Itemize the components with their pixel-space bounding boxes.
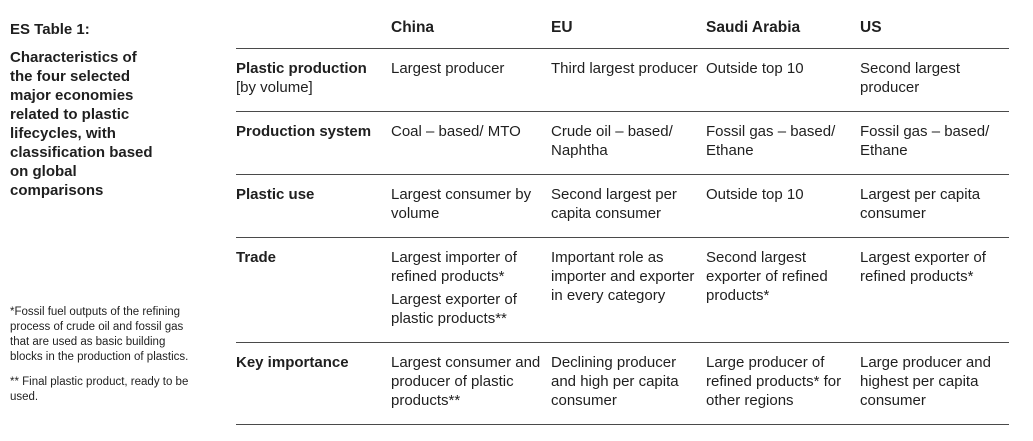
table-row: Trade Largest importer of refined produc… — [236, 237, 1009, 343]
cell-eu: Second largest per capita consumer — [551, 174, 706, 238]
table-row: Production system Coal – based/ MTO Crud… — [236, 111, 1009, 175]
cell-china: Largest consumer by volume — [391, 174, 551, 238]
cell-saudi-arabia: Outside top 10 — [706, 174, 860, 238]
cell-text: Crude oil – based/ Naphtha — [551, 123, 673, 159]
table-row: Plastic production [by volume] Largest p… — [236, 48, 1009, 112]
cell-eu: Declining producer and high per capita c… — [551, 342, 706, 425]
cell-text: Largest consumer and producer of plastic… — [391, 354, 541, 409]
cell-eu: Important role as importer and exporter … — [551, 237, 706, 343]
cell-china: Largest consumer and producer of plastic… — [391, 342, 551, 425]
footnote-refined-products: *Fossil fuel outputs of the refining pro… — [10, 306, 189, 363]
cell-eu: Crude oil – based/ Naphtha — [551, 111, 706, 175]
characteristics-table: China EU Saudi Arabia US Plastic product… — [236, 18, 1009, 425]
cell-saudi-arabia: Fossil gas – based/ Ethane — [706, 111, 860, 175]
table-row: Plastic use Largest consumer by volume S… — [236, 174, 1009, 238]
table-caption: Characteristics of the four selected maj… — [10, 49, 153, 199]
cell-us: Largest per capita consumer — [860, 174, 1009, 238]
header-china: China — [391, 19, 435, 36]
cell-text: Largest per capita consumer — [860, 186, 981, 222]
row-sublabel: [by volume] — [236, 79, 313, 96]
cell-text: Second largest producer — [860, 60, 961, 96]
cell-text: Second largest per capita consumer — [551, 186, 677, 222]
cell-us: Large producer and highest per capita co… — [860, 342, 1009, 425]
cell-text: Outside top 10 — [706, 186, 804, 203]
cell-text: Coal – based/ MTO — [391, 123, 521, 140]
cell-text: Largest producer — [391, 60, 505, 77]
cell-us: Second largest producer — [860, 48, 1009, 112]
cell-text: Important role as importer and exporter … — [551, 249, 695, 304]
cell-text: Largest exporter of refined products* — [860, 249, 986, 285]
header-row: China EU Saudi Arabia US — [236, 18, 1009, 49]
row-label: Plastic use — [236, 174, 391, 238]
row-label-text: Production system — [236, 123, 372, 140]
row-label-text: Plastic use — [236, 186, 315, 203]
row-label: Production system — [236, 111, 391, 175]
cell-china: Largest importer of refined products* La… — [391, 237, 551, 343]
row-label: Trade — [236, 237, 391, 343]
row-label: Key importance — [236, 342, 391, 425]
cell-saudi-arabia: Outside top 10 — [706, 48, 860, 112]
header-saudi-arabia: Saudi Arabia — [706, 19, 801, 36]
cell-us: Fossil gas – based/ Ethane — [860, 111, 1009, 175]
row-label-text: Plastic production — [236, 60, 367, 77]
row-label-text: Trade — [236, 249, 277, 266]
cell-text: Large producer of refined products* for … — [706, 354, 842, 409]
cell-us: Largest exporter of refined products* — [860, 237, 1009, 343]
table-number: ES Table 1: — [10, 21, 90, 38]
cell-text: Fossil gas – based/ Ethane — [706, 123, 836, 159]
header-blank — [236, 18, 391, 49]
header-us: US — [860, 19, 882, 36]
footnote-final-plastic-product: ** Final plastic product, ready to be us… — [10, 376, 189, 403]
cell-text: Second largest exporter of refined produ… — [706, 249, 828, 304]
cell-text: Largest consumer by volume — [391, 186, 532, 222]
cell-text: Large producer and highest per capita co… — [860, 354, 991, 409]
cell-text: Largest importer of refined products* — [391, 249, 517, 285]
row-label-text: Key importance — [236, 354, 349, 371]
cell-eu: Third largest producer — [551, 48, 706, 112]
cell-text: Declining producer and high per capita c… — [551, 354, 679, 409]
cell-saudi-arabia: Large producer of refined products* for … — [706, 342, 860, 425]
table-row: Key importance Largest consumer and prod… — [236, 342, 1009, 425]
footnotes: *Fossil fuel outputs of the refining pro… — [10, 305, 195, 415]
cell-china: Largest producer — [391, 48, 551, 112]
cell-text: Fossil gas – based/ Ethane — [860, 123, 990, 159]
cell-text: Largest exporter of plastic products** — [391, 291, 517, 327]
cell-china: Coal – based/ MTO — [391, 111, 551, 175]
table-caption-block: ES Table 1: Characteristics of the four … — [10, 20, 215, 200]
cell-text: Outside top 10 — [706, 60, 804, 77]
cell-saudi-arabia: Second largest exporter of refined produ… — [706, 237, 860, 343]
header-eu: EU — [551, 19, 573, 36]
row-label: Plastic production [by volume] — [236, 48, 391, 112]
cell-text: Third largest producer — [551, 60, 698, 77]
